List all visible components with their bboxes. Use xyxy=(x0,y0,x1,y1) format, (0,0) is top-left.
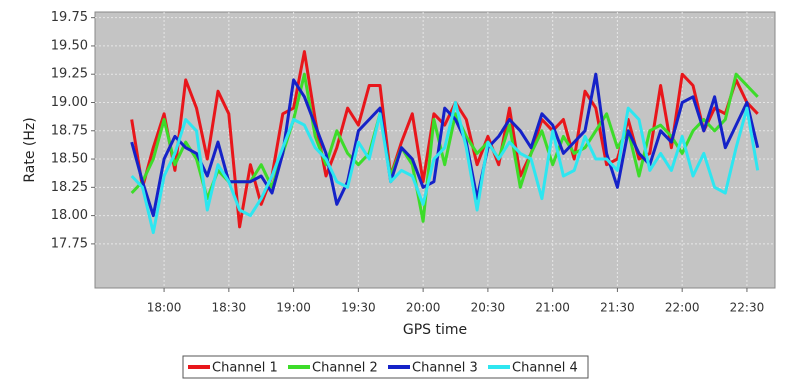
x-tick-label: 19:00 xyxy=(276,301,311,315)
x-tick-label: 19:30 xyxy=(341,301,376,315)
series-line xyxy=(130,101,760,235)
legend-box xyxy=(182,355,589,379)
x-tick-label: 21:00 xyxy=(535,301,570,315)
y-tick-label: 18.75 xyxy=(51,123,88,138)
plot-area xyxy=(94,11,776,289)
y-tick-label: 19.50 xyxy=(51,38,88,53)
x-tick-label: 20:00 xyxy=(406,301,441,315)
legend-label: Channel 3 xyxy=(412,361,478,376)
y-tick-label: 19.00 xyxy=(51,95,88,110)
y-tick-label: 17.75 xyxy=(51,236,88,251)
series-line xyxy=(130,72,760,218)
x-axis-title: GPS time xyxy=(403,322,467,338)
x-tick-label: 18:00 xyxy=(147,301,182,315)
series-line xyxy=(130,50,759,229)
y-tick-label: 18.50 xyxy=(51,152,88,167)
legend-label: Channel 2 xyxy=(312,361,378,376)
x-tick-label: 18:30 xyxy=(212,301,247,315)
x-tick-label: 21:30 xyxy=(600,301,635,315)
y-tick-label: 19.25 xyxy=(51,67,88,82)
y-tick-label: 19.75 xyxy=(51,10,88,25)
x-tick-label: 22:30 xyxy=(730,301,765,315)
x-tick-label: 20:30 xyxy=(471,301,506,315)
legend-label: Channel 1 xyxy=(212,361,278,376)
y-axis-title: Rate (Hz) xyxy=(22,117,38,182)
y-tick-label: 18.25 xyxy=(51,180,88,195)
y-tick-label: 18.00 xyxy=(51,208,88,223)
x-tick-label: 22:00 xyxy=(665,301,700,315)
legend-label: Channel 4 xyxy=(512,361,578,376)
